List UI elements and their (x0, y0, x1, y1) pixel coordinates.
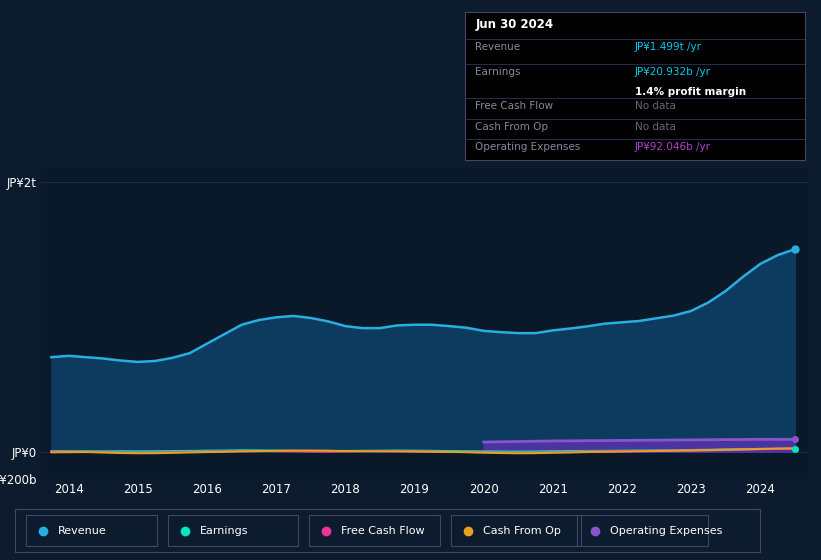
Text: Operating Expenses: Operating Expenses (475, 142, 580, 152)
Text: Cash From Op: Cash From Op (483, 525, 561, 535)
Text: Free Cash Flow: Free Cash Flow (475, 101, 553, 111)
Text: No data: No data (635, 101, 676, 111)
Text: Earnings: Earnings (200, 525, 248, 535)
Text: Earnings: Earnings (475, 67, 521, 77)
Text: Free Cash Flow: Free Cash Flow (342, 525, 425, 535)
Text: Cash From Op: Cash From Op (475, 122, 548, 132)
Text: 1.4% profit margin: 1.4% profit margin (635, 87, 746, 97)
Text: Revenue: Revenue (58, 525, 107, 535)
Text: JP¥20.932b /yr: JP¥20.932b /yr (635, 67, 711, 77)
Text: Revenue: Revenue (475, 41, 521, 52)
Text: Operating Expenses: Operating Expenses (609, 525, 722, 535)
Text: No data: No data (635, 122, 676, 132)
Text: JP¥92.046b /yr: JP¥92.046b /yr (635, 142, 711, 152)
Text: JP¥1.499t /yr: JP¥1.499t /yr (635, 41, 702, 52)
Text: Jun 30 2024: Jun 30 2024 (475, 18, 553, 31)
